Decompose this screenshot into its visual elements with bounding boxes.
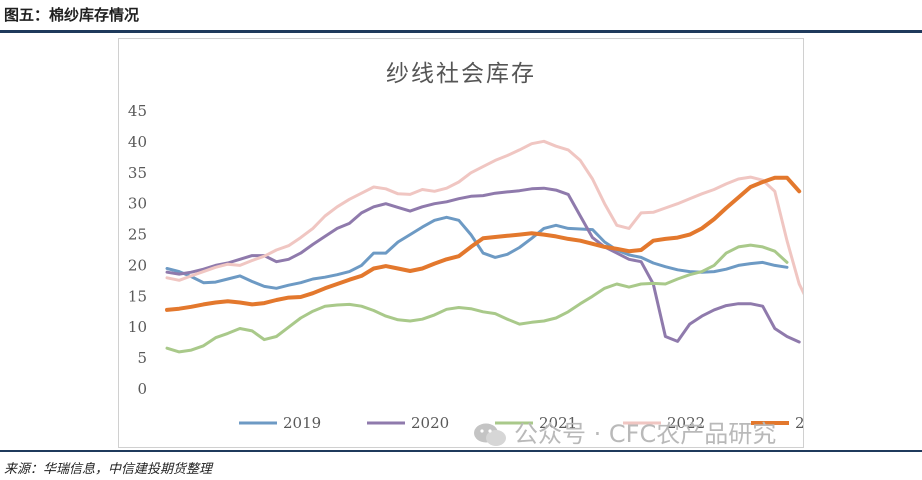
source-note: 来源：华瑞信息，中信建投期货整理 bbox=[4, 462, 213, 477]
y-tick-label: 5 bbox=[137, 349, 147, 367]
legend-label-2021: 2021 bbox=[539, 414, 577, 432]
series-line-2020 bbox=[165, 186, 801, 344]
watermark: 公众号 · CFC农产品研究 bbox=[472, 414, 776, 449]
y-tick-label: 0 bbox=[137, 380, 147, 398]
y-tick-label: 10 bbox=[128, 318, 147, 336]
wechat-icon bbox=[474, 423, 506, 446]
series-line-2023 bbox=[165, 175, 802, 312]
y-tick-label: 25 bbox=[128, 226, 147, 244]
series-line-2022 bbox=[165, 139, 803, 296]
chart-frame: 纱线社会库存 0 5 10 15 20 25 30 35 40 45 2019 2020 2021 20… bbox=[118, 38, 804, 448]
series-line-2019 bbox=[165, 215, 789, 290]
series-lines bbox=[165, 139, 803, 354]
y-tick-label: 35 bbox=[128, 164, 147, 182]
y-tick-label: 20 bbox=[128, 256, 147, 274]
y-tick-label: 30 bbox=[128, 195, 147, 213]
legend: 2019 2020 2021 2022 2023 bbox=[239, 414, 803, 432]
watermark-text: 公众号 · CFC农产品研究 bbox=[514, 420, 777, 448]
y-tick-label: 45 bbox=[128, 102, 147, 120]
top-rule bbox=[0, 30, 922, 33]
series-line-2021 bbox=[165, 243, 789, 354]
chart-title: 纱线社会库存 bbox=[386, 61, 536, 87]
figure-title: 图五：棉纱库存情况 bbox=[4, 6, 140, 24]
legend-label-2022: 2022 bbox=[667, 414, 705, 432]
legend-label-2019: 2019 bbox=[283, 414, 321, 432]
y-tick-label: 15 bbox=[128, 287, 147, 305]
legend-label-2023: 2023 bbox=[795, 414, 803, 432]
y-tick-label: 40 bbox=[128, 133, 147, 151]
y-axis: 0 5 10 15 20 25 30 35 40 45 bbox=[128, 102, 147, 398]
legend-label-2020: 2020 bbox=[411, 414, 449, 432]
bottom-rule bbox=[0, 450, 922, 452]
